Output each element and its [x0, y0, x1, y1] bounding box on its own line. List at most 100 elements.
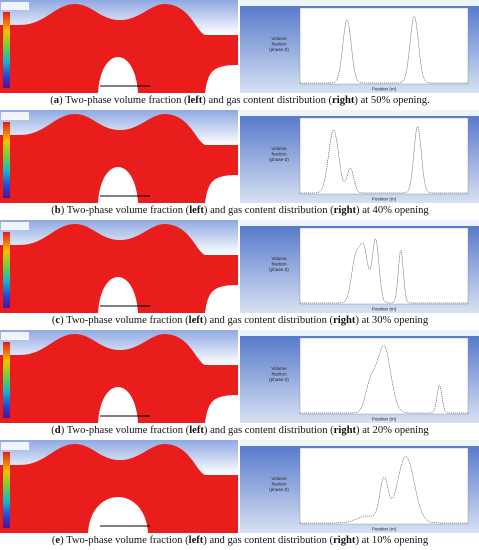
caption-part: c: [55, 315, 60, 326]
caption-part: ) and gas content distribution (: [203, 315, 333, 326]
x-axis-label: Position (m): [372, 197, 397, 202]
y-axis-label: fraction: [271, 262, 287, 267]
caption-part: e: [55, 535, 60, 546]
plot-area: [299, 227, 469, 305]
plot-area: [299, 337, 469, 415]
caption-part: ) at 40% opening: [356, 205, 429, 216]
lower-gap: [98, 167, 138, 203]
plot-header: [240, 220, 479, 226]
x-axis-label: Position (m): [372, 87, 397, 92]
caption: (e) Two-phase volume fraction (left) and…: [52, 535, 429, 546]
caption-part: left: [189, 425, 204, 436]
caption-part: (: [52, 535, 56, 546]
lower-gap: [88, 497, 148, 533]
caption: (b) Two-phase volume fraction (left) and…: [51, 205, 429, 216]
y-axis-label: Volume: [271, 256, 287, 261]
caption-part: ) Two-phase volume fraction (: [61, 205, 190, 216]
caption-part: ) at 30% opening: [355, 315, 428, 326]
caption-part: right: [334, 425, 357, 436]
curve: [300, 238, 468, 304]
y-axis-label: (phase-2): [269, 47, 289, 52]
legend-box: [1, 2, 29, 10]
outlet-gap: [205, 65, 238, 93]
caption-part: ) and gas content distribution (: [204, 205, 334, 216]
plot-area: [299, 117, 469, 195]
outlet-gap: [205, 285, 238, 313]
upper-gap: [0, 330, 238, 365]
x-axis-label: Position (m): [372, 307, 397, 312]
caption-part: ) Two-phase volume fraction (: [60, 315, 189, 326]
caption: (a) Two-phase volume fraction (left) and…: [50, 95, 430, 106]
plot-area: [299, 447, 469, 525]
lower-gap: [98, 277, 138, 313]
plot-header: [240, 0, 479, 6]
caption-part: ) at 20% opening: [356, 425, 429, 436]
plot-header: [240, 440, 479, 446]
legend-box: [1, 332, 29, 340]
y-axis-label: fraction: [271, 42, 287, 47]
x-axis-label: Position (m): [372, 417, 397, 422]
upper-gap: [0, 220, 238, 255]
contour-image: [0, 0, 238, 93]
curve: [300, 456, 468, 524]
caption-part: d: [55, 425, 61, 436]
outlet-gap: [205, 175, 238, 203]
caption-part: right: [334, 205, 357, 216]
caption-part: ) at 10% opening: [355, 535, 428, 546]
contour-image: [0, 110, 238, 203]
caption-part: ) and gas content distribution (: [204, 425, 334, 436]
caption-part: left: [189, 205, 204, 216]
caption: (c) Two-phase volume fraction (left) and…: [52, 315, 429, 326]
curve: [300, 16, 468, 84]
caption-part: ) Two-phase volume fraction (: [59, 95, 188, 106]
colorbar: [3, 452, 10, 528]
upper-gap: [0, 440, 238, 475]
caption-part: ) Two-phase volume fraction (: [61, 425, 190, 436]
contour-image: [0, 220, 238, 313]
y-axis-label: Volume: [271, 146, 287, 151]
caption-part: (: [50, 95, 54, 106]
outlet-gap: [205, 395, 238, 423]
colorbar: [3, 342, 10, 418]
y-axis-label: Volume: [271, 476, 287, 481]
y-axis-label: fraction: [271, 482, 287, 487]
caption-part: ) at 50% opening.: [354, 95, 429, 106]
curve: [300, 345, 468, 414]
caption-part: right: [332, 95, 355, 106]
lower-gap: [98, 387, 138, 423]
caption-part: ) and gas content distribution (: [202, 95, 332, 106]
y-axis-label: Volume: [271, 36, 287, 41]
caption-part: ) Two-phase volume fraction (: [60, 535, 189, 546]
caption-part: right: [333, 315, 356, 326]
contour-image: [0, 440, 238, 533]
y-axis-label: fraction: [271, 372, 287, 377]
legend-box: [1, 222, 29, 230]
caption-part: left: [189, 535, 204, 546]
upper-gap: [0, 0, 238, 35]
y-axis-label: (phase-2): [269, 267, 289, 272]
y-axis-label: (phase-2): [269, 377, 289, 382]
colorbar: [3, 122, 10, 198]
contour-image: [0, 330, 238, 423]
caption-part: ) and gas content distribution (: [203, 535, 333, 546]
caption-part: a: [54, 95, 60, 106]
lower-gap: [98, 57, 138, 93]
plot-area: [299, 7, 469, 85]
legend-box: [1, 442, 29, 450]
legend-box: [1, 112, 29, 120]
y-axis-label: fraction: [271, 152, 287, 157]
colorbar: [3, 232, 10, 308]
curve: [300, 126, 468, 194]
caption-part: (: [51, 425, 55, 436]
x-axis-label: Position (m): [372, 527, 397, 532]
upper-gap: [0, 110, 238, 145]
plot-header: [240, 330, 479, 336]
